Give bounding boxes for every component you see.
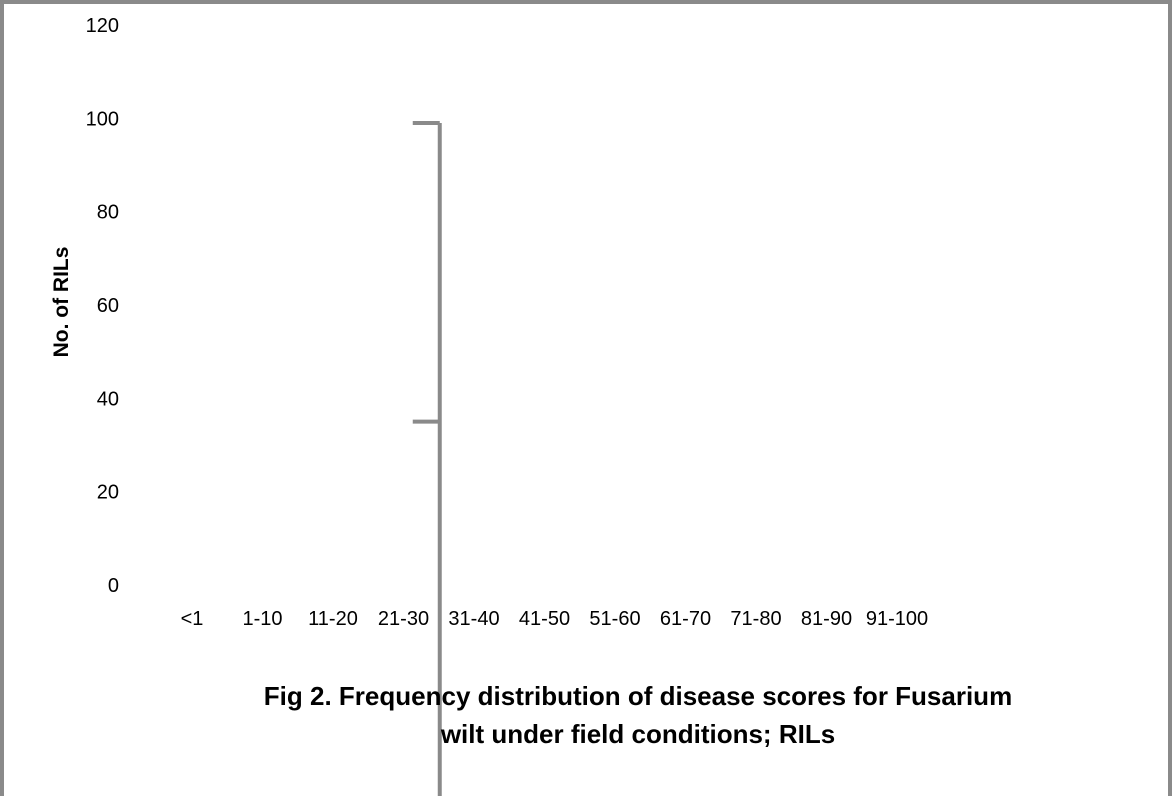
y-axis-ticks: 0 20 40 60 80 100 120: [86, 15, 119, 597]
y-tick-label: 80: [97, 202, 119, 224]
y-tick-label: 0: [108, 575, 119, 597]
chart-caption-line-2: wilt under field conditions; RILs: [440, 719, 835, 749]
y-tick-label: 60: [97, 295, 119, 317]
x-tick-label: 1-10: [242, 608, 282, 630]
x-axis-ticks: <1 1-10 11-20 21-30 31-40 41-50 51-60 61-70 71-8…: [181, 608, 929, 630]
x-tick-label: 41-50: [519, 608, 570, 630]
chart-caption-line-1: Fig 2. Frequency distribution of disease…: [264, 681, 1012, 711]
x-tick-label: 11-20: [308, 608, 358, 630]
y-tick-label: 100: [86, 108, 119, 130]
x-tick-label: 71-80: [730, 608, 781, 630]
y-tick-label: 40: [97, 388, 119, 410]
x-tick-label: 31-40: [448, 608, 499, 630]
y-axis-label: No. of RILs: [50, 247, 73, 358]
x-tick-label: 81-90: [801, 608, 852, 630]
x-tick-label: 61-70: [660, 608, 711, 630]
x-tick-label: 91-100: [866, 608, 928, 630]
y-tick-label: 20: [97, 482, 119, 504]
x-tick-label: <1: [181, 608, 204, 630]
y-tick-label: 120: [86, 15, 119, 37]
x-tick-label: 21-30: [378, 608, 429, 630]
x-tick-label: 51-60: [589, 608, 640, 630]
chart-marks: [412, 121, 442, 796]
